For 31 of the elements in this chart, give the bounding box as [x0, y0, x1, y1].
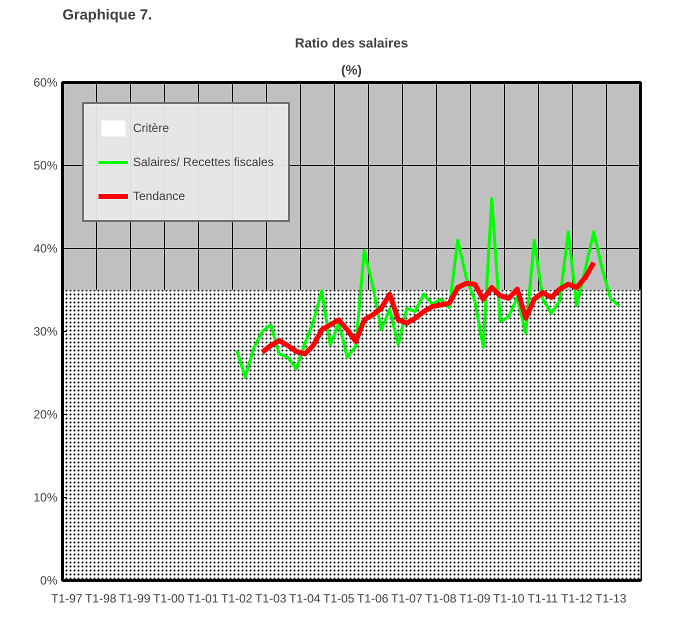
- legend-label: Tendance: [133, 189, 186, 203]
- x-tick-label: T1-08: [425, 592, 457, 606]
- x-tick-label: T1-03: [255, 592, 287, 606]
- y-tick-label: 0%: [40, 574, 58, 588]
- y-tick-label: 40%: [33, 242, 58, 256]
- x-tick-label: T1-10: [493, 592, 525, 606]
- x-tick-label: T1-06: [357, 592, 389, 606]
- x-tick-label: T1-11: [528, 592, 558, 606]
- y-tick-label: 50%: [33, 158, 58, 172]
- x-tick-label: T1-97: [51, 592, 83, 606]
- text: Graphique 7.: [62, 8, 152, 24]
- legend-label: Salaires/ Recettes fiscales: [133, 155, 274, 169]
- x-tick-label: T1-05: [323, 592, 355, 606]
- x-tick-label: T1-02: [221, 592, 253, 606]
- x-tick-label: T1-99: [119, 592, 151, 606]
- x-tick-label: T1-98: [85, 592, 117, 606]
- x-tick-label: T1-09: [459, 592, 491, 606]
- x-tick-label: T1-07: [391, 592, 423, 606]
- y-tick-label: 60%: [33, 76, 58, 90]
- y-tick-label: 30%: [33, 324, 58, 338]
- x-tick-label: T1-13: [595, 592, 627, 606]
- x-tick-label: T1-01: [187, 592, 219, 606]
- line-series: [235, 197, 621, 379]
- chart-title: Ratio des salaires: [294, 36, 408, 50]
- chart-subtitle: (%): [341, 62, 362, 78]
- x-tick-label: T1-04: [289, 592, 321, 606]
- legend-label: Critère: [133, 121, 170, 135]
- y-tick-label: 10%: [33, 490, 58, 504]
- y-tick-label: 20%: [33, 408, 58, 422]
- x-tick-label: T1-00: [153, 592, 185, 606]
- x-tick-label: T1-12: [561, 592, 593, 606]
